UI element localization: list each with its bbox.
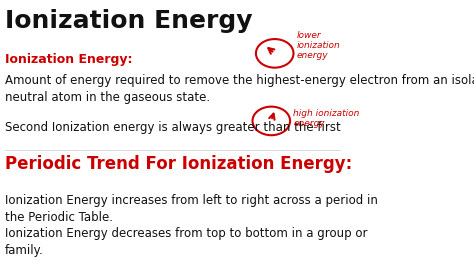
Text: high ionization
energy: high ionization energy <box>293 109 360 128</box>
Text: Ionization Energy:: Ionization Energy: <box>5 53 132 66</box>
Text: Ionization Energy decreases from top to bottom in a group or
family.: Ionization Energy decreases from top to … <box>5 227 367 257</box>
Text: Ionization Energy increases from left to right across a period in
the Periodic T: Ionization Energy increases from left to… <box>5 194 378 224</box>
Text: Ionization Energy: Ionization Energy <box>5 9 252 33</box>
Text: Amount of energy required to remove the highest-energy electron from an isolated: Amount of energy required to remove the … <box>5 74 474 104</box>
Text: Periodic Trend For Ionization Energy:: Periodic Trend For Ionization Energy: <box>5 155 352 173</box>
Text: Second Ionization energy is always greater than the first: Second Ionization energy is always great… <box>5 121 340 134</box>
Text: lower
ionization
energy: lower ionization energy <box>297 31 341 60</box>
